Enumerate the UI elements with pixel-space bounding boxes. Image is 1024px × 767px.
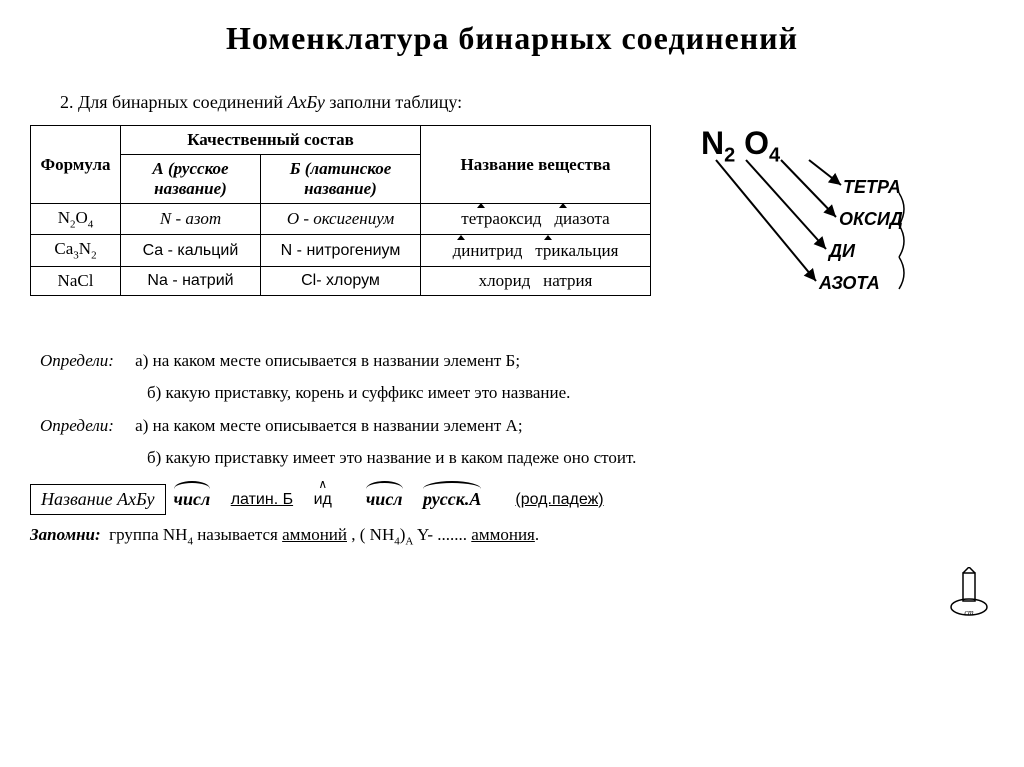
remember-amm1: аммоний (282, 525, 347, 544)
f-part: N (58, 208, 70, 227)
f-part: O (76, 208, 88, 227)
svg-text:ст: ст (964, 608, 974, 617)
diag-oksid: ОКСИД (839, 209, 903, 230)
cell-formula: Ca3N2 (31, 235, 121, 266)
diag-azota: АЗОТА (819, 273, 880, 294)
remember-t5: Y- ....... (417, 525, 471, 544)
f-part: Ca (54, 239, 73, 258)
table-row: N2O4 N - азот O - оксигениум тетраоксид … (31, 204, 651, 235)
subtitle-suffix: заполни таблицу: (329, 92, 462, 112)
subtitle-formula: АхБу (287, 92, 324, 112)
determine-label2: Определи: (40, 416, 114, 435)
name-root2: азота (572, 209, 610, 228)
remember-label: Запомни: (30, 525, 101, 544)
diag-tetra: ТЕТРА (843, 177, 901, 198)
naming-diagram: N2 O4 ТЕТРА ОКСИД ДИ АЗОТА (681, 125, 911, 325)
determine-a1: а) на каком месте описывается в названии… (135, 351, 520, 370)
th-a: А (русское название) (121, 155, 261, 204)
cell-b: Cl- хлорум (261, 266, 421, 295)
naming-chisl1: числ (174, 489, 211, 510)
remember-subA: A (405, 536, 413, 548)
cell-name: динитрид трикальция (421, 235, 651, 266)
name-prefix2: три (535, 241, 560, 261)
cell-b: O - оксигениум (261, 204, 421, 235)
naming-box: Название АхБу (30, 484, 166, 515)
cell-a: Ca - кальций (121, 235, 261, 266)
th-name: Название вещества (421, 126, 651, 204)
name-root2: кальция (560, 241, 618, 260)
f-sub: 4 (88, 218, 94, 230)
th-b: Б (латинское название) (261, 155, 421, 204)
remember-sub: 4 (187, 536, 193, 548)
name-prefix: тетра (461, 209, 500, 229)
cell-formula: NaCl (31, 266, 121, 295)
naming-russk: русск.А (423, 489, 481, 510)
cell-name: тетраоксид диазота (421, 204, 651, 235)
determine-b1: б) какую приставку, корень и суффикс име… (147, 377, 994, 409)
name-root: хлорид (479, 271, 531, 290)
diag-di: ДИ (829, 241, 855, 262)
compounds-table: Формула Качественный состав Название вещ… (30, 125, 651, 296)
cell-a: Na - натрий (121, 266, 261, 295)
table-row: Ca3N2 Ca - кальций N - нитрогениум динит… (31, 235, 651, 266)
f-sub: 2 (91, 250, 97, 262)
determine-block: Определи: а) на каком месте описывается … (40, 345, 994, 474)
naming-id: ид (314, 491, 332, 509)
main-row: Формула Качественный состав Название вещ… (30, 125, 994, 325)
th-qual: Качественный состав (121, 126, 421, 155)
cell-b: N - нитрогениум (261, 235, 421, 266)
determine-label: Определи: (40, 351, 114, 370)
table-row: NaCl Na - натрий Cl- хлорум хлорид натри… (31, 266, 651, 295)
remember-t3: , ( NH (351, 525, 394, 544)
naming-row: Название АхБу числ латин. Б ид числ русс… (30, 484, 994, 515)
pencil-icon: ст (949, 567, 989, 617)
determine-a2: а) на каком месте описывается в названии… (135, 416, 522, 435)
name-prefix2: ди (554, 209, 572, 229)
cell-a: N - азот (121, 204, 261, 235)
determine-b2: б) какую приставку имеет это название и … (147, 442, 994, 474)
cell-name: хлорид натрия (421, 266, 651, 295)
name-root: оксид (500, 209, 542, 228)
name-root2: натрия (543, 271, 592, 290)
page-title: Номенклатура бинарных соединений (30, 20, 994, 57)
naming-padezh: (род.падеж) (515, 491, 603, 509)
remember-t2: называется (197, 525, 282, 544)
subtitle-prefix: 2. Для бинарных соединений (60, 92, 287, 112)
remember-t1: группа NH (109, 525, 187, 544)
remember-amm2: аммония (471, 525, 535, 544)
name-prefix: ди (453, 241, 471, 261)
name-root: нитрид (470, 241, 522, 260)
f-part: N (79, 239, 91, 258)
th-formula: Формула (31, 126, 121, 204)
naming-chisl2: числ (366, 489, 403, 510)
subtitle: 2. Для бинарных соединений АхБу заполни … (60, 92, 994, 113)
remember-line: Запомни: группа NH4 называется аммоний ,… (30, 525, 994, 547)
cell-formula: N2O4 (31, 204, 121, 235)
naming-latin: латин. Б (231, 491, 293, 509)
